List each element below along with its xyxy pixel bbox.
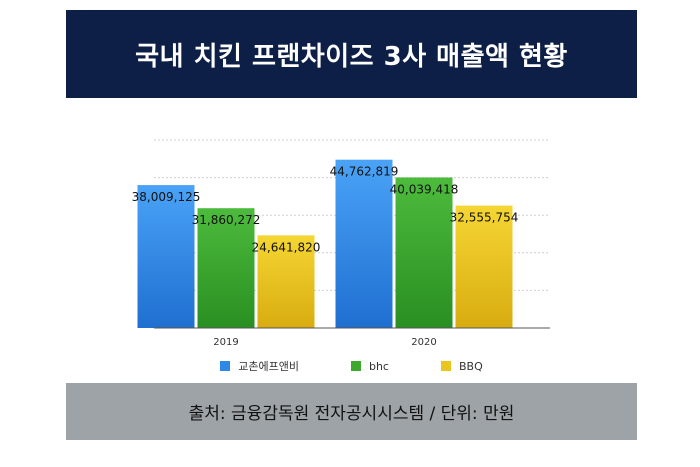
- data-label: 32,555,754: [450, 211, 519, 225]
- bar-2020-0: [335, 159, 393, 328]
- data-label: 40,039,418: [390, 182, 459, 196]
- bar-2019-2: [257, 235, 315, 328]
- legend-swatch: [440, 361, 451, 371]
- bar-2019-0: [137, 185, 195, 328]
- chart-area: 38,009,125 31,860,272 24,641,820 2019 44,762…: [66, 120, 637, 380]
- data-label: 31,860,272: [192, 213, 261, 227]
- bar-2020-2: [455, 205, 513, 328]
- data-label: 38,009,125: [132, 190, 201, 204]
- legend-label: 교촌에프앤비: [238, 360, 299, 373]
- data-label: 44,762,819: [330, 165, 399, 179]
- data-label: 24,641,820: [252, 240, 321, 254]
- legend-item-kyochon: 교촌에프앤비: [220, 355, 299, 377]
- legend-label: bhc: [368, 359, 389, 373]
- bar-2019-1: [197, 208, 255, 328]
- source-note: 출처: 금융감독원 전자공시시스템 / 단위: 만원: [66, 383, 637, 440]
- x-tick-label: 2020: [411, 337, 436, 348]
- legend-swatch: [350, 361, 361, 371]
- legend-item-bbq: BBQ: [440, 355, 483, 377]
- chart-title: 국내 치킨 프랜차이즈 3사 매출액 현황: [66, 10, 637, 98]
- legend-swatch: [220, 361, 231, 371]
- legend-item-bhc: bhc: [350, 355, 389, 377]
- x-tick-label: 2019: [213, 337, 238, 348]
- legend-label: BBQ: [458, 359, 483, 373]
- chart-legend: 교촌에프앤비 bhc BBQ: [66, 355, 637, 377]
- bar-chart: 38,009,125 31,860,272 24,641,820 2019 44,762…: [132, 139, 550, 348]
- bar-2020-1: [395, 177, 453, 328]
